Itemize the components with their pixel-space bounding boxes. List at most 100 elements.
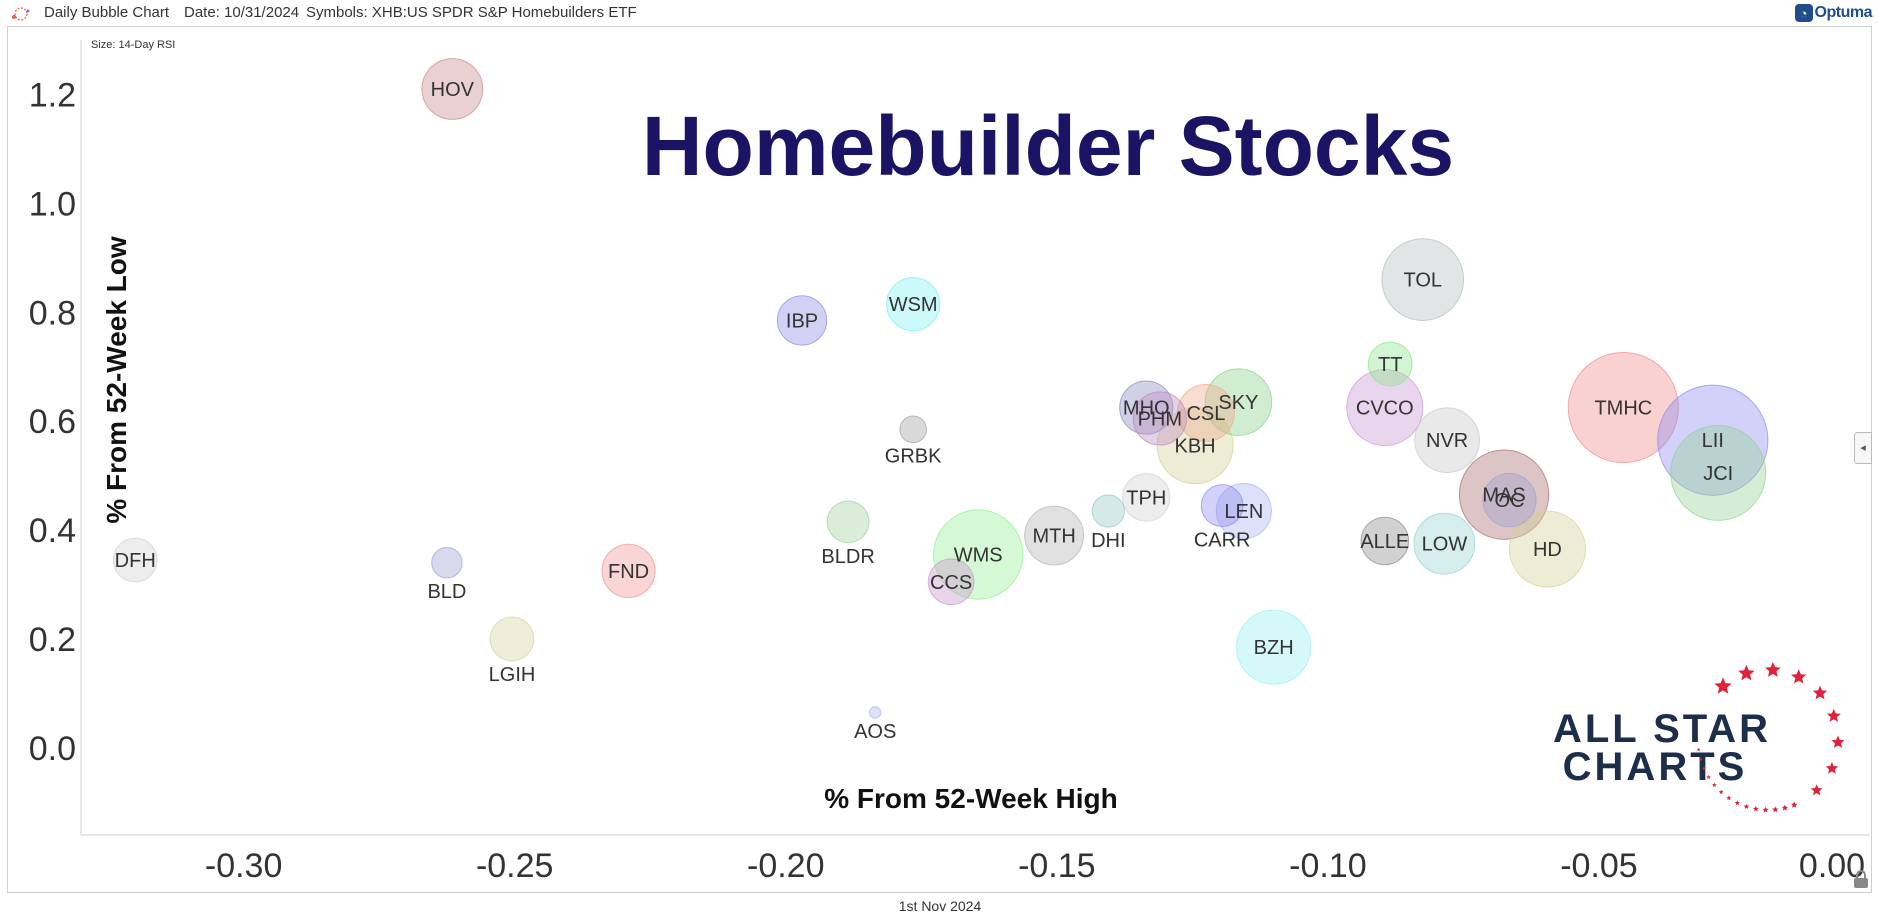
bubble-grbk[interactable]: [899, 415, 927, 444]
y-tick-label: 0.0: [29, 730, 76, 768]
y-tick-label: 0.6: [29, 403, 76, 441]
chart-title: Homebuilder Stocks: [642, 99, 1454, 193]
bubble-label-lii: LII: [1702, 430, 1724, 452]
star-icon: [1831, 735, 1845, 748]
chart-type-label: Daily Bubble Chart: [44, 4, 170, 21]
all-star-charts-watermark: ALL STAR CHARTS: [1553, 661, 1845, 813]
y-tick-label: 0.4: [29, 512, 76, 550]
bubble-tol[interactable]: [1381, 238, 1465, 321]
optuma-logo-icon: ◔: [1794, 4, 1813, 22]
side-panel-toggle[interactable]: ◂: [1854, 432, 1872, 464]
bubble-label-kbh: KBH: [1174, 436, 1215, 458]
watermark-line1: ALL STAR: [1553, 707, 1771, 751]
bubble-chart-icon: [12, 7, 30, 21]
footer-date: 1st Nov 2024: [898, 898, 982, 914]
bubble-alle[interactable]: [1360, 516, 1410, 566]
bubble-bldr[interactable]: [826, 500, 870, 544]
y-tick-label: 0.8: [29, 294, 76, 332]
bubble-dhi[interactable]: [1091, 494, 1125, 528]
star-icon: [1772, 806, 1779, 813]
bubble-label-dhi: DHI: [1091, 530, 1125, 552]
x-tick-label: -0.20: [747, 847, 825, 885]
bubble-mth[interactable]: [1024, 505, 1085, 566]
bubble-bld[interactable]: [431, 547, 463, 579]
star-icon: [1706, 774, 1711, 779]
star-icon: [1762, 806, 1769, 813]
star-icon: [1791, 669, 1807, 684]
bubble-label-tph: TPH: [1126, 487, 1166, 509]
bubble-tmhc[interactable]: [1567, 351, 1679, 464]
star-icon: [1718, 789, 1724, 795]
bubble-label-alle: ALLE: [1360, 531, 1409, 553]
bubble-label-mth: MTH: [1032, 526, 1075, 548]
bubble-cvco[interactable]: [1346, 369, 1424, 447]
bubble-carr[interactable]: [1200, 484, 1244, 527]
bubble-label-phm: PHM: [1138, 408, 1182, 430]
bubble-label-tol: TOL: [1403, 270, 1442, 292]
chart-date-label: Date: 10/31/2024: [184, 4, 300, 21]
bubble-label-nvr: NVR: [1426, 430, 1468, 452]
bubble-label-cvco: CVCO: [1356, 398, 1414, 420]
star-icon: [1734, 800, 1740, 806]
y-tick-label: 0.2: [29, 621, 76, 659]
bubble-hov[interactable]: [421, 58, 484, 120]
star-icon: [1765, 661, 1781, 677]
bubble-ibp[interactable]: [776, 295, 828, 346]
bubble-lgih[interactable]: [489, 616, 535, 662]
bubble-aos[interactable]: [869, 706, 882, 719]
chart-symbols-label: Symbols: XHB:US SPDR S&P Homebuilders ET…: [306, 4, 637, 21]
bubble-label-wms: WMS: [954, 545, 1003, 567]
bubble-label-ibp: IBP: [786, 310, 818, 332]
bubble-csl[interactable]: [1176, 383, 1235, 442]
bubble-dfh[interactable]: [112, 537, 158, 583]
bubble-label-jci: JCI: [1703, 463, 1733, 485]
bubble-label-sky: SKY: [1218, 392, 1258, 414]
bubble-label-oc: OC: [1494, 490, 1524, 512]
bubble-low[interactable]: [1413, 512, 1476, 575]
star-icon: [1790, 801, 1798, 808]
bubble-label-csl: CSL: [1186, 403, 1225, 425]
bubble-wsm[interactable]: [886, 276, 941, 332]
star-icon: [1712, 782, 1717, 787]
y-tick-label: 1.2: [29, 76, 76, 114]
bubble-bzh[interactable]: [1236, 609, 1312, 685]
bubble-label-mho: MHO: [1123, 398, 1170, 420]
star-icon: [1826, 708, 1841, 722]
bubble-hd[interactable]: [1508, 510, 1586, 588]
bubble-ccs[interactable]: [927, 558, 975, 606]
star-icon: [1825, 761, 1839, 774]
star-icon: [1743, 803, 1750, 809]
bubble-sky[interactable]: [1204, 368, 1273, 436]
bubble-kbh[interactable]: [1156, 407, 1234, 485]
x-tick-label: -0.10: [1289, 847, 1367, 885]
bubble-tt[interactable]: [1367, 341, 1413, 387]
bubble-jci[interactable]: [1670, 424, 1767, 521]
bubble-phm[interactable]: [1132, 391, 1187, 446]
star-icon: [1698, 757, 1703, 761]
optuma-brand: ◔ Optuma: [1794, 2, 1873, 24]
star-ring-icon: [1696, 661, 1845, 813]
bubble-oc[interactable]: [1482, 473, 1537, 528]
x-tick-label: 0.00: [1799, 847, 1865, 885]
x-tick-labels: -0.30 -0.25 -0.20 -0.15 -0.10 -0.05 0.00: [205, 847, 1865, 885]
bubble-label-bldr: BLDR: [821, 546, 874, 568]
star-icon: [1738, 664, 1755, 681]
bubble-label-mas: MAS: [1482, 485, 1525, 507]
bubble-nvr[interactable]: [1414, 407, 1480, 474]
star-icon: [1812, 685, 1828, 700]
bubble-fnd[interactable]: [601, 543, 656, 599]
x-tick-label: -0.25: [476, 847, 554, 885]
star-icon: [1696, 747, 1701, 752]
size-label: Size: 14-Day RSI: [91, 39, 175, 51]
star-icon: [1714, 677, 1732, 694]
bubble-label-ccs: CCS: [930, 572, 972, 594]
bubble-wms[interactable]: [933, 509, 1024, 600]
star-icon: [1726, 795, 1732, 801]
bubble-tph[interactable]: [1122, 473, 1171, 522]
y-axis-label: % From 52-Week Low: [101, 236, 132, 524]
lock-icon[interactable]: [1850, 868, 1872, 890]
x-tick-label: -0.15: [1018, 847, 1096, 885]
bubble-lii[interactable]: [1657, 384, 1769, 496]
bubble-label-dfh: DFH: [115, 550, 156, 572]
